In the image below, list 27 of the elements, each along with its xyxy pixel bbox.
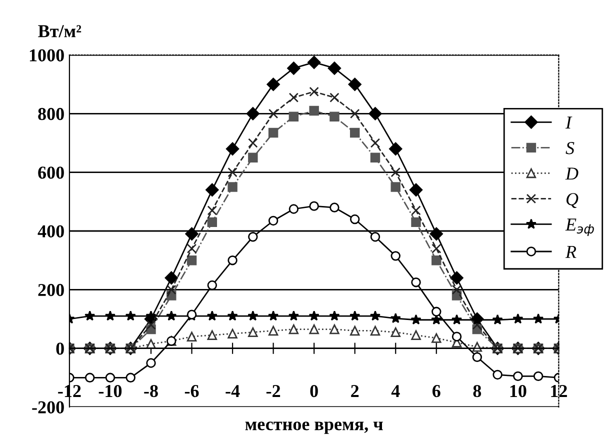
y-tick-label: 800 — [38, 108, 64, 120]
legend-label: S — [566, 142, 574, 154]
x-tick-label: -2 — [266, 385, 280, 397]
legend-label: R — [565, 246, 576, 258]
y-tick-label: 200 — [38, 284, 64, 296]
x-tick-label: 2 — [351, 385, 359, 397]
y-tick-label: 600 — [38, 166, 64, 179]
x-tick-label: 8 — [473, 384, 482, 398]
legend-label: E$_{эф}$ — [565, 218, 594, 236]
x-tick-label: 4 — [391, 385, 400, 397]
x-tick-label: 10 — [510, 384, 526, 398]
legend-label: Q — [566, 193, 578, 208]
x-axis-title: местное время, ч — [245, 422, 383, 434]
y-tick-label: -200 — [32, 401, 64, 414]
y-tick-label: 400 — [38, 225, 64, 238]
y-tick-label: 0 — [56, 342, 64, 355]
x-tick-label: 0 — [310, 384, 318, 398]
y-tick-label: 1000 — [30, 49, 64, 62]
x-tick-label: -4 — [226, 385, 240, 397]
y-axis-title: Вт/м² — [38, 25, 82, 38]
x-tick-label: -6 — [184, 385, 199, 398]
x-tick-label: -10 — [98, 384, 122, 398]
legend-label: I — [565, 116, 572, 128]
legend-label: D — [565, 168, 578, 180]
x-tick-label: 6 — [432, 385, 440, 398]
x-tick-label: 12 — [551, 385, 567, 397]
x-tick-label: -8 — [144, 384, 158, 398]
